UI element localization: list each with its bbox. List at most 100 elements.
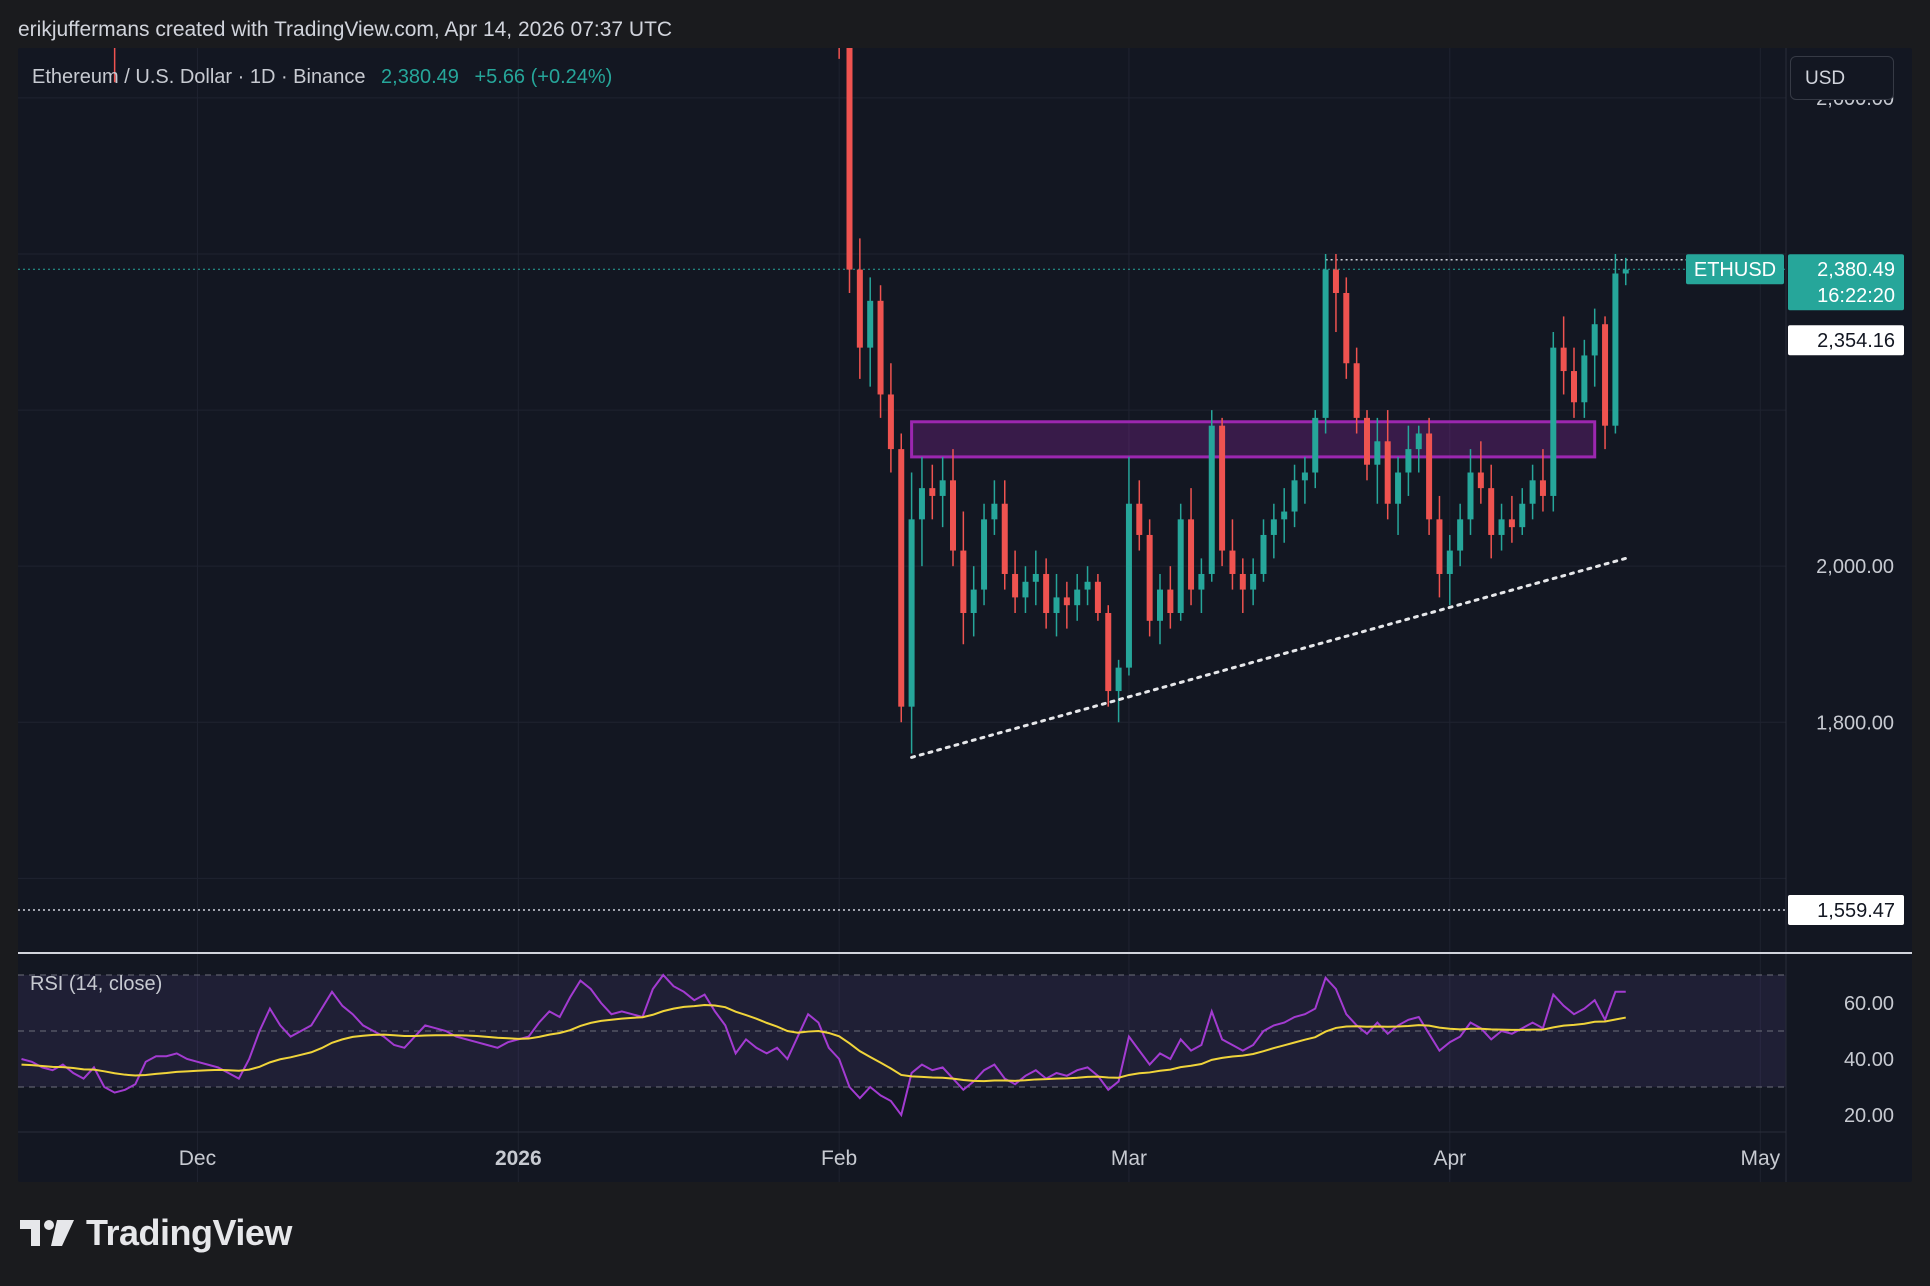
- symbol-legend: Ethereum / U.S. Dollar · 1D · Binance 2,…: [32, 66, 612, 89]
- candle-body: [1364, 417, 1370, 465]
- candle-body: [1001, 503, 1008, 574]
- candle-body: [970, 589, 977, 614]
- time-tick-label: 2026: [495, 1147, 542, 1170]
- candle-body: [939, 480, 946, 496]
- candle-body: [1322, 269, 1329, 418]
- candle-body: [1519, 503, 1526, 528]
- currency-button[interactable]: USD: [1790, 56, 1894, 100]
- candle-body: [1571, 371, 1577, 403]
- candle-body: [1426, 433, 1433, 520]
- candle-body: [950, 480, 956, 551]
- brand-name: TradingView: [86, 1212, 292, 1253]
- crosshair-price-tag: [1788, 325, 1904, 356]
- time-tick-label: Apr: [1433, 1147, 1466, 1170]
- candle-body: [1301, 472, 1308, 481]
- candle-body: [1539, 480, 1546, 496]
- last-price-tag: [1788, 254, 1904, 311]
- candle-body: [1281, 511, 1288, 520]
- candle-body: [1125, 503, 1132, 668]
- candle-body: [898, 449, 905, 707]
- level-price-label: 1,559.47: [1817, 900, 1895, 922]
- candle-body: [1343, 293, 1350, 364]
- chart-frame[interactable]: 3,600.003,200.003,000.002,800.002,600.00…: [18, 48, 1912, 1182]
- candle-body: [1550, 347, 1557, 496]
- candle-body: [1157, 589, 1163, 621]
- candle-body: [1250, 573, 1257, 590]
- candle-body: [1312, 417, 1319, 473]
- price-level-lines: [18, 259, 1786, 911]
- rsi-tick-label: 40.00: [1844, 1049, 1894, 1071]
- candle-body: [1032, 573, 1039, 582]
- candle-body: [1188, 519, 1195, 590]
- tradingview-brand: TradingView: [20, 1212, 292, 1254]
- candle-body: [1405, 449, 1412, 473]
- candle-body: [1063, 597, 1070, 606]
- candle-body: [1146, 534, 1153, 621]
- candle-body: [1208, 425, 1215, 574]
- candle-body: [877, 300, 884, 395]
- candle-body: [1239, 573, 1246, 590]
- support-resistance-zone: [910, 420, 1597, 459]
- symbol-price: 2,380.49: [381, 66, 459, 88]
- candle-body: [1488, 488, 1495, 535]
- candle-body: [929, 488, 936, 496]
- candles: [113, 48, 1629, 754]
- candlestick-chart[interactable]: 3,600.003,200.003,000.002,800.002,600.00…: [18, 48, 1912, 1182]
- candle-body: [1105, 613, 1112, 692]
- rsi-pane: [18, 973, 1786, 1118]
- candle-body: [1560, 347, 1567, 372]
- candle-body: [1270, 519, 1277, 535]
- candle-body: [1457, 519, 1464, 551]
- symbol-title: Ethereum / U.S. Dollar · 1D · Binance: [32, 66, 366, 88]
- candle-body: [1395, 472, 1402, 504]
- rsi-moving-average-line: [21, 1003, 1626, 1083]
- candle-body: [1446, 550, 1453, 574]
- rsi-tick-label: 60.00: [1844, 993, 1894, 1015]
- time-tick-label: Feb: [821, 1147, 857, 1170]
- price-tick-label: 1,800.00: [1816, 712, 1894, 734]
- candle-body: [1094, 581, 1101, 614]
- candle-body: [867, 300, 874, 348]
- candle-body: [1291, 480, 1298, 512]
- candle-body: [1529, 480, 1536, 504]
- candle-body: [1177, 519, 1184, 614]
- candle-body: [856, 269, 863, 348]
- time-tick-label: May: [1740, 1147, 1780, 1170]
- time-tick-label: Dec: [179, 1147, 216, 1170]
- time-tick-label: Mar: [1111, 1147, 1147, 1170]
- countdown-label: 16:22:20: [1817, 285, 1895, 307]
- candle-body: [1591, 324, 1598, 356]
- candle-body: [1167, 589, 1174, 614]
- candle-body: [1219, 425, 1226, 551]
- candle-body: [1229, 550, 1236, 574]
- candle-body: [1374, 441, 1381, 465]
- candle-body: [1260, 534, 1267, 574]
- candle-body: [1612, 273, 1619, 426]
- candle-body: [1508, 519, 1515, 528]
- candle-body: [960, 550, 967, 614]
- trendline-group: [910, 556, 1628, 759]
- candle-body: [1198, 573, 1205, 590]
- axes: 3,600.003,200.003,000.002,800.002,600.00…: [18, 48, 1912, 1182]
- crosshair-price-label: 2,354.16: [1817, 330, 1895, 352]
- candle-body: [908, 519, 915, 707]
- symbol-tag: [1686, 254, 1784, 285]
- candle-body: [1622, 269, 1629, 274]
- candle-body: [1012, 573, 1019, 598]
- rsi-tick-label: 20.00: [1844, 1105, 1894, 1127]
- level-price-tag: [1788, 895, 1904, 926]
- symbol-tag-label: ETHUSD: [1694, 259, 1776, 281]
- candle-body: [1477, 472, 1484, 489]
- symbol-change: +5.66 (+0.24%): [474, 66, 613, 88]
- candle-body: [1436, 519, 1443, 574]
- candle-body: [1353, 363, 1360, 418]
- candle-body: [1115, 667, 1122, 692]
- candle-body: [1498, 519, 1505, 535]
- candle-body: [1581, 355, 1588, 403]
- tradingview-logo-icon: [20, 1220, 74, 1246]
- candle-body: [1415, 433, 1422, 450]
- candle-body: [1384, 441, 1391, 504]
- chart-attribution: erikjuffermans created with TradingView.…: [18, 18, 673, 41]
- candle-body: [846, 48, 853, 270]
- candle-body: [918, 488, 925, 520]
